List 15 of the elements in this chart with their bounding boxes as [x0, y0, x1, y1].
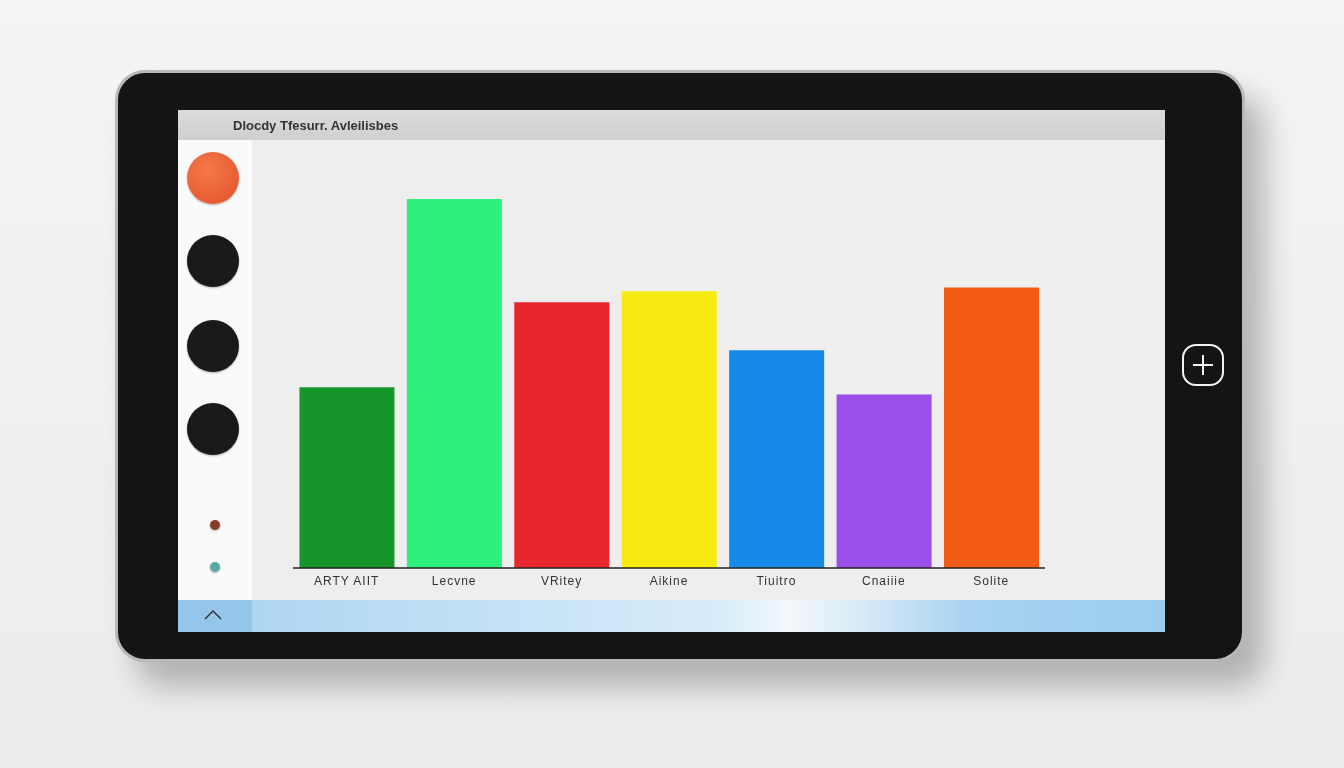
- chart-title: Dlocdy Tfesurr. Avleilisbes: [233, 118, 399, 133]
- bar: [299, 387, 395, 568]
- bar: [944, 287, 1040, 568]
- x-tick-label: Aikine: [649, 573, 689, 588]
- x-tick-label: ARTY AIIT: [314, 573, 380, 588]
- bar: [621, 291, 717, 568]
- bar: [406, 199, 502, 568]
- bar: [514, 302, 610, 568]
- x-tick-label: Solite: [973, 573, 1010, 588]
- x-tick-label: Cnaiiie: [862, 573, 906, 588]
- bar: [729, 350, 825, 568]
- x-tick-label: Lecvne: [431, 573, 477, 588]
- bar: [836, 394, 932, 568]
- x-tick-label: Tiuitro: [756, 573, 797, 588]
- x-tick-label: VRitey: [540, 573, 583, 588]
